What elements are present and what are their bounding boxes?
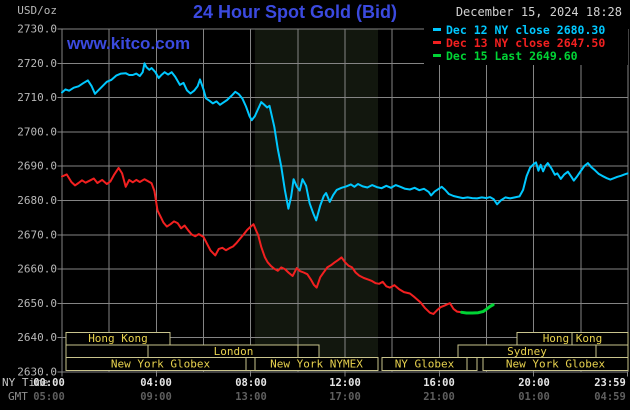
y-axis-label: 2690.0 bbox=[17, 160, 57, 173]
session-box bbox=[482, 357, 629, 371]
legend-dash-icon bbox=[433, 28, 441, 31]
x-axis-label-ny: 16:00 bbox=[423, 377, 455, 389]
legend-item-dec-12: Dec 12 NY close 2680.30 bbox=[424, 22, 628, 37]
chart-datetime: December 15, 2024 18:28 bbox=[455, 5, 622, 19]
price-line-series-2 bbox=[460, 303, 495, 315]
x-axis-label-gmt: 01:00 bbox=[518, 391, 550, 403]
x-axis-label-gmt: 13:00 bbox=[235, 391, 267, 403]
y-axis-label: 2670.0 bbox=[17, 228, 57, 241]
kitco-watermark-link[interactable]: www.kitco.com bbox=[67, 34, 191, 53]
price-line-series-0 bbox=[61, 62, 629, 222]
session-box bbox=[254, 357, 379, 371]
session-label: New York Globex bbox=[506, 358, 606, 371]
x-axis-label-ny: 12:00 bbox=[329, 377, 361, 389]
session-label: NY Globex bbox=[395, 358, 455, 371]
x-axis-label-ny: 08:00 bbox=[235, 377, 267, 389]
y-axis-label: 2680.0 bbox=[17, 194, 57, 207]
x-axis-label-ny: 23:59 bbox=[594, 377, 626, 389]
session-label: New York Globex bbox=[111, 358, 211, 371]
legend-dash-icon bbox=[433, 54, 441, 57]
y-axis-label: 2720.0 bbox=[17, 57, 57, 70]
price-line-series-1 bbox=[61, 166, 463, 315]
x-axis-label-gmt: 05:00 bbox=[33, 391, 65, 403]
y-axis-label: 2700.0 bbox=[17, 125, 57, 138]
legend-dash-icon bbox=[433, 41, 441, 44]
legend-label: Dec 15 Last 2649.60 bbox=[446, 48, 578, 63]
x-axis-ny-time-label: NY Time bbox=[2, 376, 49, 389]
x-axis-label-gmt: 09:00 bbox=[140, 391, 172, 403]
session-label: Sydney bbox=[507, 345, 547, 358]
y-axis-label: 2640.0 bbox=[17, 331, 57, 344]
session-label: Hong Kong bbox=[543, 332, 603, 345]
session-box bbox=[595, 344, 629, 359]
legend-item-dec-15: Dec 15 Last 2649.60 bbox=[424, 48, 628, 63]
y-axis-label: 2660.0 bbox=[17, 263, 57, 276]
legend-item-dec-13: Dec 13 NY close 2647.50 bbox=[424, 35, 628, 50]
x-axis-label-gmt: 17:00 bbox=[329, 391, 361, 403]
y-axis-label: 2710.0 bbox=[17, 91, 57, 104]
legend: Dec 12 NY close 2680.30 Dec 13 NY close 2… bbox=[424, 23, 628, 65]
x-axis-label-ny: 04:00 bbox=[140, 377, 172, 389]
session-box bbox=[65, 344, 149, 359]
x-axis-label-ny: 20:00 bbox=[518, 377, 550, 389]
session-box bbox=[466, 357, 478, 371]
session-label: London bbox=[214, 345, 254, 358]
session-label: New York NYMEX bbox=[270, 358, 363, 371]
y-axis-label: 2730.0 bbox=[17, 23, 57, 36]
chart-title: 24 Hour Spot Gold (Bid) bbox=[193, 2, 397, 22]
y-axis-unit-label: USD/oz bbox=[17, 4, 57, 17]
legend-label: Dec 12 NY close 2680.30 bbox=[446, 22, 606, 37]
session-label: Hong Kong bbox=[88, 332, 148, 345]
x-axis-gmt-label: GMT bbox=[8, 390, 28, 403]
x-axis-label-gmt: 04:59 bbox=[594, 391, 626, 403]
legend-label: Dec 13 NY close 2647.50 bbox=[446, 35, 606, 50]
x-axis-label-ny: 00:00 bbox=[33, 377, 65, 389]
x-axis-label-gmt: 21:00 bbox=[423, 391, 455, 403]
y-axis-label: 2630.0 bbox=[17, 366, 57, 379]
y-axis-label: 2650.0 bbox=[17, 297, 57, 310]
